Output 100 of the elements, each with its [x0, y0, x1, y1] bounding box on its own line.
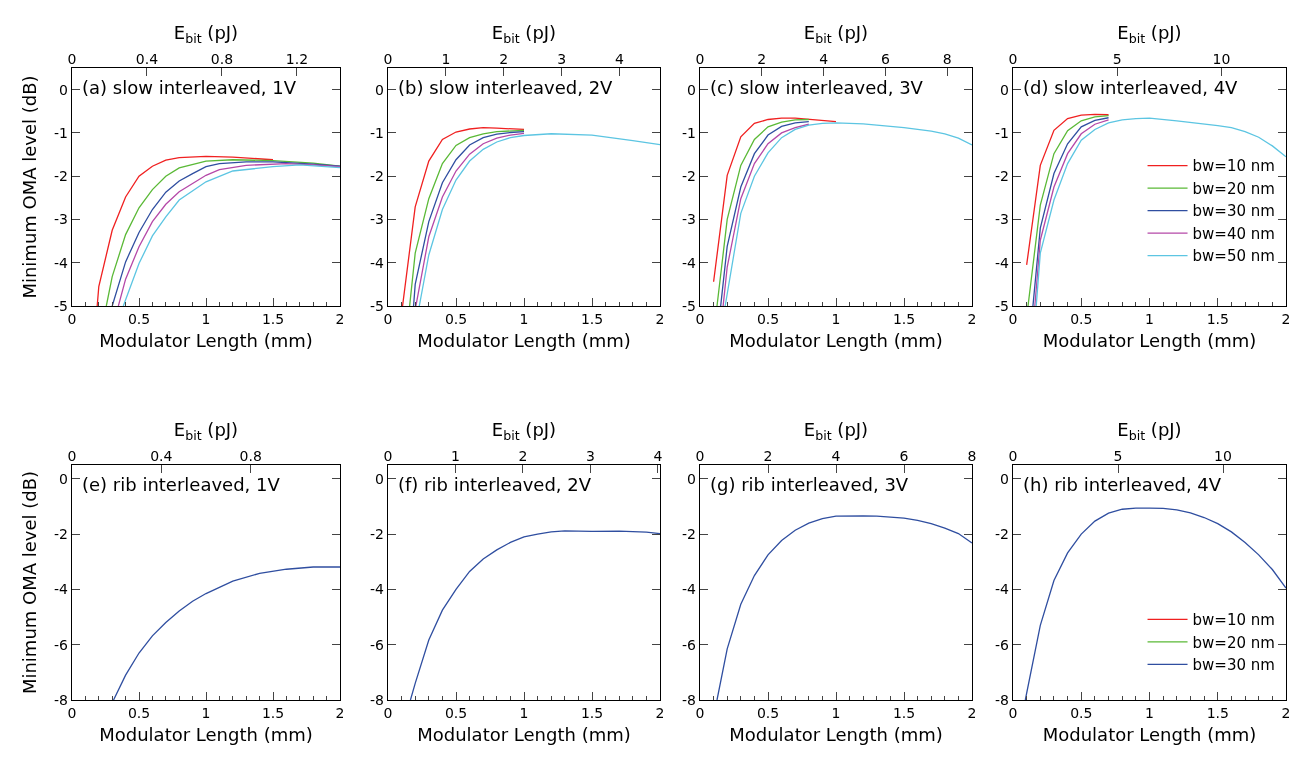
- y-tick-label: 0: [374, 470, 384, 487]
- x2-tick-label: 3: [557, 51, 567, 68]
- x-tick-label: 0.5: [1070, 705, 1093, 722]
- x-tick-label: 2: [967, 311, 977, 328]
- y-tick-label: -2: [994, 526, 1009, 543]
- x-tick-label: 1: [201, 705, 211, 722]
- x2-axis-title: E$_{bit}$ (pJ): [173, 419, 239, 444]
- y-tick-label: -1: [994, 124, 1009, 141]
- x-axis-title: Modulator Length (mm): [417, 330, 631, 352]
- y-tick-label: -8: [994, 691, 1009, 708]
- y-tick-label: -6: [369, 636, 384, 653]
- y-tick-label: -5: [681, 297, 696, 314]
- legend-label: bw=20 nm: [1192, 633, 1275, 652]
- line-series: [716, 515, 972, 700]
- legend-label: bw=20 nm: [1192, 179, 1275, 198]
- y-tick-label: -2: [369, 526, 384, 543]
- y-tick-label: -2: [53, 168, 68, 185]
- y-tick-label: -1: [53, 124, 68, 141]
- y-tick-label: -1: [369, 124, 384, 141]
- y-tick-label: 0: [686, 81, 696, 98]
- y-tick-label: -2: [994, 168, 1009, 185]
- x2-tick-label: 8: [942, 51, 952, 68]
- y-axis-title: Minimum OMA level (dB): [19, 470, 41, 695]
- line-series: [1026, 113, 1110, 266]
- x-tick-label: 2: [655, 311, 665, 328]
- y-tick-label: -3: [994, 211, 1009, 228]
- y-tick-label: -5: [369, 297, 384, 314]
- x2-tick-label: 10: [1212, 51, 1231, 68]
- x2-tick-label: 0.4: [150, 448, 173, 465]
- x-tick-label: 0.5: [127, 705, 151, 722]
- x-tick-label: 2: [655, 705, 665, 722]
- x2-tick-label: 4: [819, 51, 829, 68]
- line-series: [418, 133, 660, 306]
- y-tick-label: -6: [994, 636, 1009, 653]
- line-series: [96, 155, 274, 306]
- x2-tick-label: 3: [586, 448, 595, 465]
- y-tick-label: -1: [681, 124, 696, 141]
- legend-label: bw=50 nm: [1192, 247, 1275, 266]
- y-tick-label: 0: [686, 470, 696, 487]
- annotation: (c) slow interleaved, 3V: [710, 77, 924, 98]
- x2-tick-label: 0.8: [239, 448, 262, 465]
- x-tick-label: 1.5: [580, 705, 604, 722]
- x-axis-title: Modulator Length (mm): [99, 724, 313, 746]
- x-tick-label: 1: [1145, 311, 1154, 328]
- y-tick-label: -2: [53, 526, 68, 543]
- x2-axis-title: E$_{bit}$ (pJ): [491, 419, 557, 444]
- x-tick-label: 1: [1145, 705, 1154, 722]
- legend-label: bw=10 nm: [1192, 157, 1275, 176]
- y-tick-label: -3: [681, 211, 696, 228]
- x-tick-label: 1: [519, 311, 529, 328]
- y-tick-label: -4: [53, 581, 68, 598]
- line-series: [1035, 117, 1286, 306]
- x2-axis-title: E$_{bit}$ (pJ): [803, 419, 869, 444]
- x2-tick-label: 1: [441, 51, 451, 68]
- x2-tick-label: 5: [1113, 448, 1123, 465]
- y-tick-label: -8: [369, 691, 384, 708]
- x-tick-label: 2: [967, 705, 977, 722]
- x-tick-label: 2: [335, 705, 345, 722]
- y-tick-label: -6: [681, 636, 696, 653]
- y-tick-label: -4: [681, 254, 696, 271]
- annotation: (e) rib interleaved, 1V: [82, 474, 281, 495]
- x-tick-label: 0.5: [756, 705, 780, 722]
- legend-label: bw=10 nm: [1192, 611, 1275, 630]
- line-series: [712, 117, 837, 283]
- x-tick-label: 1: [519, 705, 529, 722]
- y-tick-label: -6: [53, 636, 68, 653]
- legend-label: bw=30 nm: [1192, 202, 1275, 221]
- y-tick-label: -2: [681, 168, 696, 185]
- y-tick-label: 0: [374, 81, 384, 98]
- line-series: [1024, 507, 1286, 700]
- x2-tick-label: 6: [899, 448, 909, 465]
- y-tick-label: -2: [369, 168, 384, 185]
- y-axis-title: Minimum OMA level (dB): [19, 75, 41, 299]
- line-series: [112, 566, 340, 700]
- annotation: (f) rib interleaved, 2V: [398, 474, 592, 495]
- y-tick-label: 0: [58, 81, 68, 98]
- y-tick-label: -4: [53, 254, 68, 271]
- y-tick-label: -3: [369, 211, 384, 228]
- annotation: (g) rib interleaved, 3V: [710, 474, 909, 495]
- x-tick-label: 1.5: [261, 705, 285, 722]
- x-tick-label: 1: [831, 311, 841, 328]
- x-axis-title: Modulator Length (mm): [99, 330, 313, 352]
- y-tick-label: -4: [994, 581, 1009, 598]
- y-tick-label: -5: [53, 297, 68, 314]
- x-tick-label: 2: [1281, 705, 1291, 722]
- y-tick-label: -3: [53, 211, 68, 228]
- x-tick-label: 1: [831, 705, 841, 722]
- x-tick-label: 0.5: [756, 311, 780, 328]
- annotation: (b) slow interleaved, 2V: [398, 77, 614, 98]
- legend-label: bw=30 nm: [1192, 656, 1275, 675]
- x2-tick-label: 1.2: [285, 51, 309, 68]
- x2-tick-label: 6: [880, 51, 890, 68]
- y-tick-label: 0: [999, 81, 1009, 98]
- x-tick-label: 1: [201, 311, 211, 328]
- x-axis-title: Modulator Length (mm): [729, 330, 943, 352]
- x2-tick-label: 8: [967, 448, 977, 465]
- x2-tick-label: 2: [499, 51, 509, 68]
- x2-tick-label: 0.8: [210, 51, 234, 68]
- annotation: (d) slow interleaved, 4V: [1023, 77, 1239, 98]
- annotation: (a) slow interleaved, 1V: [82, 77, 297, 98]
